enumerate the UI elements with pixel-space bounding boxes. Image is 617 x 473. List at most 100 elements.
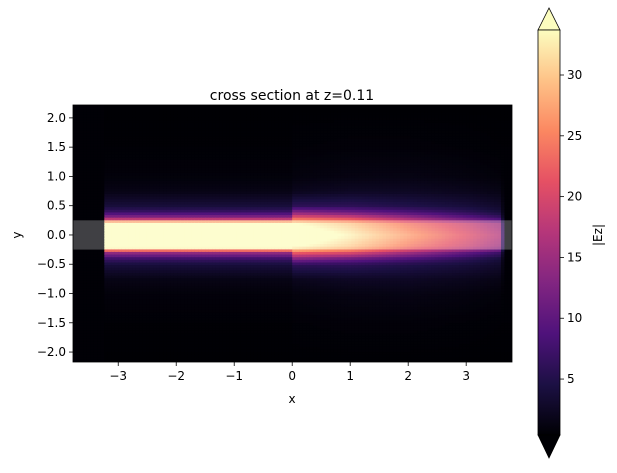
heatmap-cell bbox=[76, 325, 81, 329]
heatmap-cell bbox=[73, 151, 78, 155]
heatmap-cell bbox=[153, 277, 158, 281]
heatmap-cell bbox=[118, 272, 123, 276]
heatmap-cell bbox=[132, 277, 137, 281]
heatmap-cell bbox=[107, 333, 112, 337]
heatmap-cell bbox=[104, 145, 109, 150]
heatmap-cell bbox=[146, 198, 151, 202]
heatmap-cell bbox=[73, 256, 78, 260]
heatmap-cell bbox=[97, 338, 102, 342]
heatmap-cell bbox=[132, 143, 137, 147]
heatmap-cell bbox=[163, 105, 168, 108]
heatmap-cell bbox=[128, 248, 133, 252]
heatmap-cell bbox=[156, 235, 161, 239]
heatmap-cell bbox=[139, 172, 144, 176]
heatmap-cell bbox=[86, 277, 91, 281]
heatmap-cell bbox=[93, 256, 98, 260]
heatmap-cell bbox=[142, 238, 147, 242]
heatmap-cell bbox=[83, 235, 88, 239]
heatmap-cell bbox=[79, 325, 85, 329]
heatmap-cell bbox=[146, 217, 151, 221]
heatmap-cell bbox=[97, 105, 102, 108]
heatmap-cell bbox=[90, 290, 95, 295]
heatmap-cell bbox=[111, 117, 116, 121]
heatmap-cell bbox=[111, 148, 116, 152]
heatmap-cell bbox=[128, 238, 133, 242]
heatmap-cell bbox=[97, 106, 102, 110]
heatmap-cell bbox=[97, 145, 102, 150]
heatmap-cell bbox=[93, 227, 98, 231]
heatmap-cell bbox=[90, 227, 95, 231]
heatmap-cell bbox=[128, 317, 133, 321]
heatmap-cell bbox=[97, 256, 102, 260]
heatmap-cell bbox=[107, 209, 112, 213]
heatmap-cell bbox=[93, 272, 98, 276]
heatmap-cell bbox=[121, 343, 126, 347]
heatmap-cell bbox=[107, 151, 112, 155]
heatmap-cell bbox=[194, 105, 199, 108]
heatmap-cell bbox=[93, 351, 98, 355]
heatmap-cell bbox=[114, 235, 119, 239]
heatmap-cell bbox=[146, 127, 151, 131]
heatmap-cell bbox=[90, 338, 95, 342]
heatmap-cell bbox=[132, 311, 137, 316]
heatmap-cell bbox=[128, 309, 133, 313]
heatmap-cell bbox=[132, 298, 137, 302]
heatmap-cell bbox=[118, 304, 123, 308]
heatmap-cell bbox=[128, 359, 133, 362]
heatmap-cell bbox=[128, 159, 133, 163]
heatmap-cell bbox=[107, 354, 112, 358]
heatmap-cell bbox=[104, 198, 109, 202]
heatmap-cell bbox=[132, 325, 137, 329]
heatmap-cell bbox=[149, 288, 154, 292]
heatmap-cell bbox=[104, 109, 109, 113]
heatmap-cell bbox=[104, 201, 109, 205]
heatmap-cell bbox=[132, 354, 137, 358]
heatmap-cell bbox=[132, 282, 137, 287]
heatmap-cell bbox=[128, 198, 133, 202]
heatmap-cell bbox=[79, 225, 85, 229]
heatmap-cell bbox=[146, 132, 151, 137]
heatmap-cell bbox=[153, 240, 158, 245]
heatmap-cell bbox=[135, 153, 140, 158]
heatmap-cell bbox=[90, 304, 95, 308]
heatmap-cell bbox=[156, 227, 161, 231]
heatmap-cell bbox=[114, 148, 119, 152]
heatmap-cell bbox=[121, 230, 126, 234]
heatmap-cell bbox=[118, 161, 123, 166]
heatmap-cell bbox=[104, 119, 109, 123]
heatmap-cell bbox=[107, 193, 112, 197]
heatmap-cell bbox=[83, 251, 88, 255]
heatmap-cell bbox=[121, 246, 126, 250]
heatmap-cell bbox=[114, 206, 119, 210]
heatmap-cell bbox=[149, 206, 154, 210]
heatmap-cell bbox=[139, 190, 144, 194]
heatmap-cell bbox=[83, 335, 88, 339]
heatmap-cell bbox=[153, 325, 158, 329]
heatmap-cell bbox=[104, 314, 109, 318]
heatmap-cell bbox=[156, 290, 161, 295]
heatmap-cell bbox=[132, 275, 137, 279]
heatmap-cell bbox=[107, 343, 112, 347]
heatmap-cell bbox=[114, 227, 119, 231]
heatmap-cell bbox=[76, 177, 81, 181]
heatmap-cell bbox=[121, 256, 126, 260]
heatmap-cell bbox=[73, 222, 78, 226]
heatmap-cell bbox=[125, 322, 130, 326]
heatmap-cell bbox=[135, 209, 140, 213]
heatmap-cell bbox=[111, 269, 116, 274]
heatmap-cell bbox=[156, 214, 161, 218]
heatmap-cell bbox=[146, 269, 151, 274]
heatmap-cell bbox=[93, 217, 98, 221]
heatmap-cell bbox=[128, 304, 133, 308]
heatmap-cell bbox=[107, 119, 112, 123]
heatmap-cell bbox=[125, 106, 130, 110]
heatmap-cell bbox=[156, 219, 161, 223]
heatmap-cell bbox=[212, 105, 217, 108]
heatmap-cell bbox=[100, 246, 105, 250]
heatmap-cell bbox=[100, 185, 105, 189]
heatmap-cell bbox=[97, 317, 102, 321]
heatmap-cell bbox=[142, 280, 147, 284]
heatmap-cell bbox=[111, 127, 116, 131]
heatmap-cell bbox=[146, 343, 151, 347]
heatmap-cell bbox=[149, 148, 154, 152]
